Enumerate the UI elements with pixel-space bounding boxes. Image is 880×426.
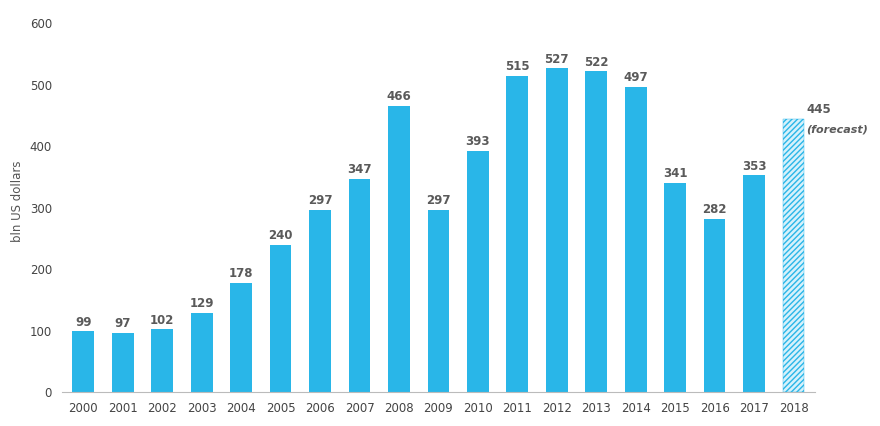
Text: 97: 97 [114,317,131,330]
Text: (forecast): (forecast) [806,125,868,135]
Text: 102: 102 [150,314,174,327]
Bar [191,313,213,392]
Y-axis label: bln US dollars: bln US dollars [11,161,24,242]
Bar [309,210,331,392]
Text: 129: 129 [189,297,214,311]
Bar [428,210,450,392]
Bar [151,329,173,392]
Text: 527: 527 [545,53,569,66]
Bar [625,87,647,392]
Bar [585,71,607,392]
Text: 393: 393 [466,135,490,148]
Bar [72,331,94,392]
Text: 466: 466 [386,90,411,103]
Bar [231,283,252,392]
Text: 99: 99 [75,316,92,329]
Text: 445: 445 [806,103,831,116]
Text: 341: 341 [663,167,687,180]
Text: 282: 282 [702,203,727,216]
Text: 178: 178 [229,267,253,280]
Bar [744,175,765,392]
Text: 497: 497 [623,71,648,84]
Text: 297: 297 [308,194,333,207]
Bar [388,106,410,392]
Text: 353: 353 [742,160,766,173]
Bar [348,179,370,392]
Text: 240: 240 [268,229,293,242]
Bar [507,76,528,392]
Bar [546,68,568,392]
Text: 297: 297 [426,194,451,207]
Bar [112,333,134,392]
Bar [467,151,488,392]
Text: 347: 347 [348,164,371,176]
Bar [704,219,725,392]
Text: 522: 522 [584,56,608,69]
Text: 515: 515 [505,60,530,73]
Bar [664,183,686,392]
Bar [270,245,291,392]
Bar [782,119,804,392]
